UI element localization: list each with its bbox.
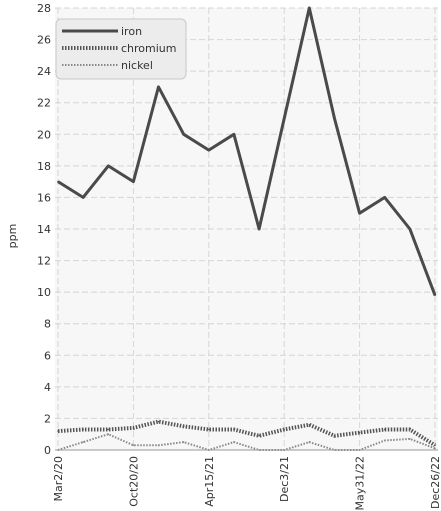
data-point-iron [258,228,260,230]
data-point-iron [409,228,411,230]
y-tick-label: 0 [44,444,51,457]
data-point-chromium [233,428,235,431]
data-point-nickel [157,444,160,447]
data-point-chromium [82,428,84,431]
y-tick-label: 24 [37,65,51,78]
data-point-iron [132,180,135,183]
data-point-nickel [107,433,110,436]
data-point-nickel [409,438,411,440]
series-line-chromium [57,419,437,447]
data-point-iron [82,196,84,199]
data-point-iron [308,7,311,9]
data-point-chromium [182,425,185,428]
y-tick-label: 18 [37,160,51,173]
grid [55,7,438,450]
data-point-chromium [157,420,160,423]
legend-label-chromium: chromium [121,42,177,55]
y-tick-label: 8 [44,318,51,331]
data-point-iron [333,117,336,120]
y-tick-label: 2 [44,412,51,425]
y-tick-label: 4 [44,381,51,394]
y-axis-label: ppm [6,224,19,249]
y-tick-label: 22 [37,97,51,110]
x-tick-label: May31/22 [354,456,367,510]
x-tick-label: Dec26/22 [429,456,441,509]
data-point-chromium [383,428,386,431]
series-line-nickel [57,433,436,451]
data-point-iron [157,86,160,88]
data-point-nickel [434,447,436,450]
data-point-chromium [283,428,286,431]
data-point-nickel [82,441,84,443]
data-point-iron [358,212,361,215]
x-tick-label: Dec3/21 [278,456,291,502]
data-point-chromium [358,431,361,434]
legend-box [55,18,187,80]
data-point-chromium [308,423,311,426]
y-tick-label: 14 [37,223,51,236]
data-point-nickel [308,441,311,443]
data-point-chromium [208,428,210,431]
data-point-chromium [258,434,260,437]
data-point-chromium [333,434,336,437]
x-tick-label: Oct20/20 [127,456,140,507]
data-point-nickel [132,444,135,447]
y-tick-label: 20 [37,128,51,141]
data-point-iron [107,165,110,167]
data-point-iron [208,149,210,151]
data-point-chromium [132,427,135,429]
data-point-chromium [409,428,411,431]
legend-label-iron: iron [121,25,142,38]
series-line-iron [57,6,437,296]
data-point-iron [57,180,59,183]
x-tick-label: Mar2/20 [52,456,65,501]
y-tick-label: 26 [37,34,51,47]
y-tick-label: 16 [37,191,51,204]
data-point-iron [383,196,386,199]
data-point-iron [283,117,286,120]
data-point-iron [434,294,436,297]
data-point-nickel [233,441,235,443]
data-point-iron [233,133,235,136]
legend-label-nickel: nickel [121,59,153,72]
y-tick-label: 6 [44,349,51,362]
x-tick-label: Apr15/21 [203,456,216,507]
y-tick-label: 12 [37,255,51,268]
y-tick-label: 28 [37,2,51,15]
data-point-nickel [383,439,386,442]
legend: iron chromium nickel [55,18,187,80]
data-point-chromium [57,430,59,432]
x-axis-ticks: Mar2/20 Oct20/20 Apr15/21 Dec3/21 May31/22 De… [52,456,441,510]
data-point-iron [182,133,185,136]
data-point-nickel [182,441,185,443]
y-tick-label: 10 [37,286,51,299]
data-point-chromium [107,428,110,431]
data-point-chromium [434,444,436,447]
